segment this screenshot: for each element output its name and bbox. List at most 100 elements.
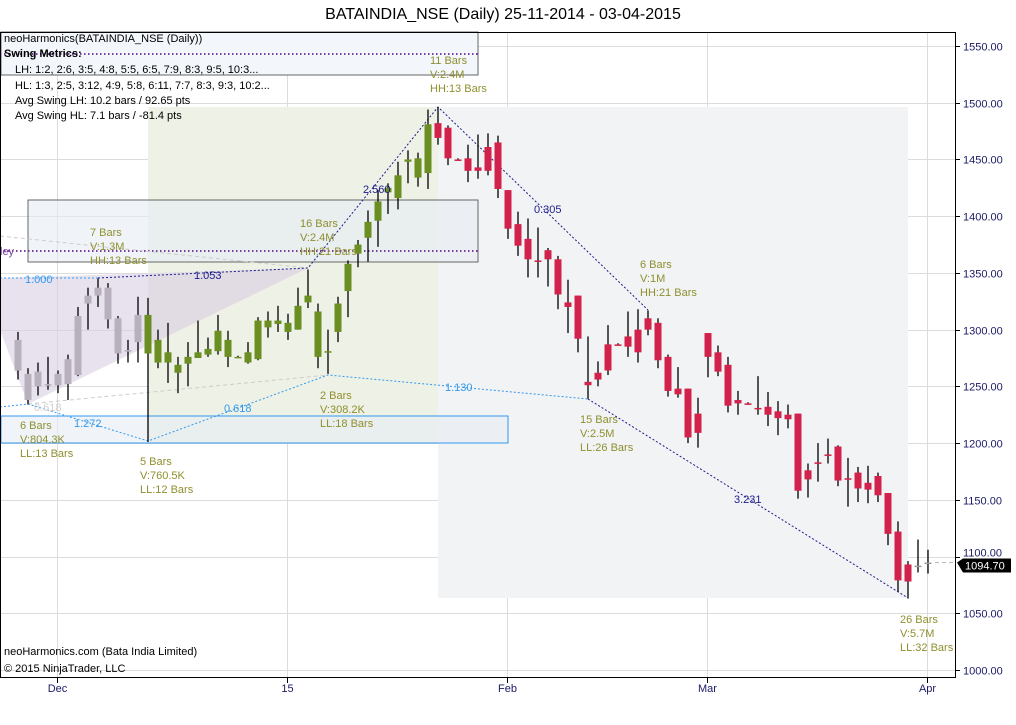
candle (164, 322, 172, 383)
candle-body (294, 305, 302, 330)
candle (304, 269, 312, 309)
candle (224, 330, 232, 368)
candle-body (304, 295, 312, 303)
candle (384, 183, 392, 214)
candle-body (344, 263, 352, 292)
candle-body (524, 238, 532, 260)
candle (784, 404, 792, 429)
candle (344, 260, 352, 318)
swing-stat-label: LL:13 Bars (20, 448, 74, 460)
candle (774, 401, 782, 436)
swing-stat-label: LL:32 Bars (900, 642, 954, 654)
candle (294, 287, 302, 330)
candle (354, 240, 362, 268)
candle (74, 306, 82, 377)
price-axis[interactable]: 1000.00 1050.00 1100.00 1150.00 1200.00 1250.… (955, 32, 1003, 678)
candle-body (834, 446, 842, 481)
y-tick-label: 1200.00 (963, 439, 1003, 451)
candle (654, 318, 662, 369)
candle-body (314, 311, 322, 357)
candle (854, 466, 862, 503)
candle (694, 397, 702, 448)
candle-body (174, 364, 182, 373)
swing-stat-label: 15 Bars (580, 414, 618, 426)
candle (144, 297, 152, 442)
candle-body (154, 339, 162, 363)
candle (714, 345, 722, 377)
candle-body (864, 482, 872, 490)
candle (334, 296, 342, 343)
dark-swing-line (587, 398, 909, 599)
swing-stat-label: LL:18 Bars (320, 418, 374, 430)
candle (174, 356, 182, 394)
candle-body (814, 462, 822, 464)
candle-body (604, 344, 612, 371)
y-tick-label: 1500.00 (963, 99, 1003, 111)
candle (134, 296, 142, 363)
candle (64, 354, 72, 400)
candle (864, 465, 872, 504)
candle-body (454, 159, 462, 161)
time-axis[interactable]: Dec 15 Feb Mar Apr (48, 678, 937, 695)
swing-stat-label: 2 Bars (320, 390, 352, 402)
candle (674, 367, 682, 398)
ratio-label: 0.618 (224, 403, 252, 415)
candle (904, 561, 912, 599)
candle-body (84, 295, 92, 304)
y-tick-label: 1250.00 (963, 382, 1003, 394)
swing-stat-label: V:2.4M (430, 69, 464, 81)
candle (124, 339, 132, 363)
candle-body (694, 413, 702, 433)
swing-stat-label: HH:21 Bars (640, 287, 697, 299)
candles (14, 107, 932, 599)
y-tick-label: 1050.00 (963, 609, 1003, 621)
candle-body (634, 329, 642, 353)
candle-body (924, 562, 932, 565)
candle (514, 211, 522, 256)
swing-stat-label: LL:12 Bars (140, 484, 194, 496)
avg-swing-hl: Avg Swing HL: 7.1 bars / -81.4 pts (15, 110, 182, 122)
y-tick-label: 1450.00 (963, 155, 1003, 167)
candle-body (234, 356, 242, 359)
candle (814, 443, 822, 482)
candle-body (134, 314, 142, 343)
candle-body (124, 350, 132, 352)
candle-body (574, 295, 582, 339)
candle-body (624, 336, 632, 347)
candle (204, 337, 212, 357)
candle-body (704, 333, 712, 357)
candle-body (884, 493, 892, 534)
pattern-zones (0, 31, 908, 598)
candle-body (364, 221, 372, 238)
swing-stat-label: V:760.5K (140, 470, 186, 482)
candle-body (444, 127, 452, 159)
candle (324, 329, 332, 374)
candle-body (414, 158, 422, 178)
candle-body (384, 187, 392, 193)
candle (564, 279, 572, 334)
y-tick-label: 1350.00 (963, 269, 1003, 281)
candle (804, 463, 812, 498)
swing-stat-label: V:2.5M (580, 428, 614, 440)
candle-body (824, 454, 832, 456)
ratio-labels: 2.560 0.305 3.231 1.053 1.000 1.272 0.61… (0, 184, 762, 506)
swing-hl: HL: 1:3, 2:5, 3:12, 4:9, 5:8, 6:11, 7:7,… (15, 80, 270, 92)
ratio-label: 1.130 (445, 382, 473, 394)
candle (544, 247, 552, 287)
swing-stat-label: 11 Bars (430, 55, 468, 67)
candle (824, 438, 832, 464)
candle (284, 313, 292, 340)
candle-body (254, 320, 262, 360)
swing-stat-label: V:5.7M (900, 628, 934, 640)
candle-body (794, 413, 802, 491)
candle (844, 457, 852, 507)
candle-body (74, 316, 82, 376)
candle-body (34, 371, 42, 387)
swing-stat-label: 5 Bars (140, 456, 172, 468)
candle-body (644, 318, 652, 330)
swing-stat-label: V:804.3K (20, 434, 66, 446)
candle (24, 368, 32, 405)
candle (424, 109, 432, 189)
candle-body (324, 351, 332, 353)
